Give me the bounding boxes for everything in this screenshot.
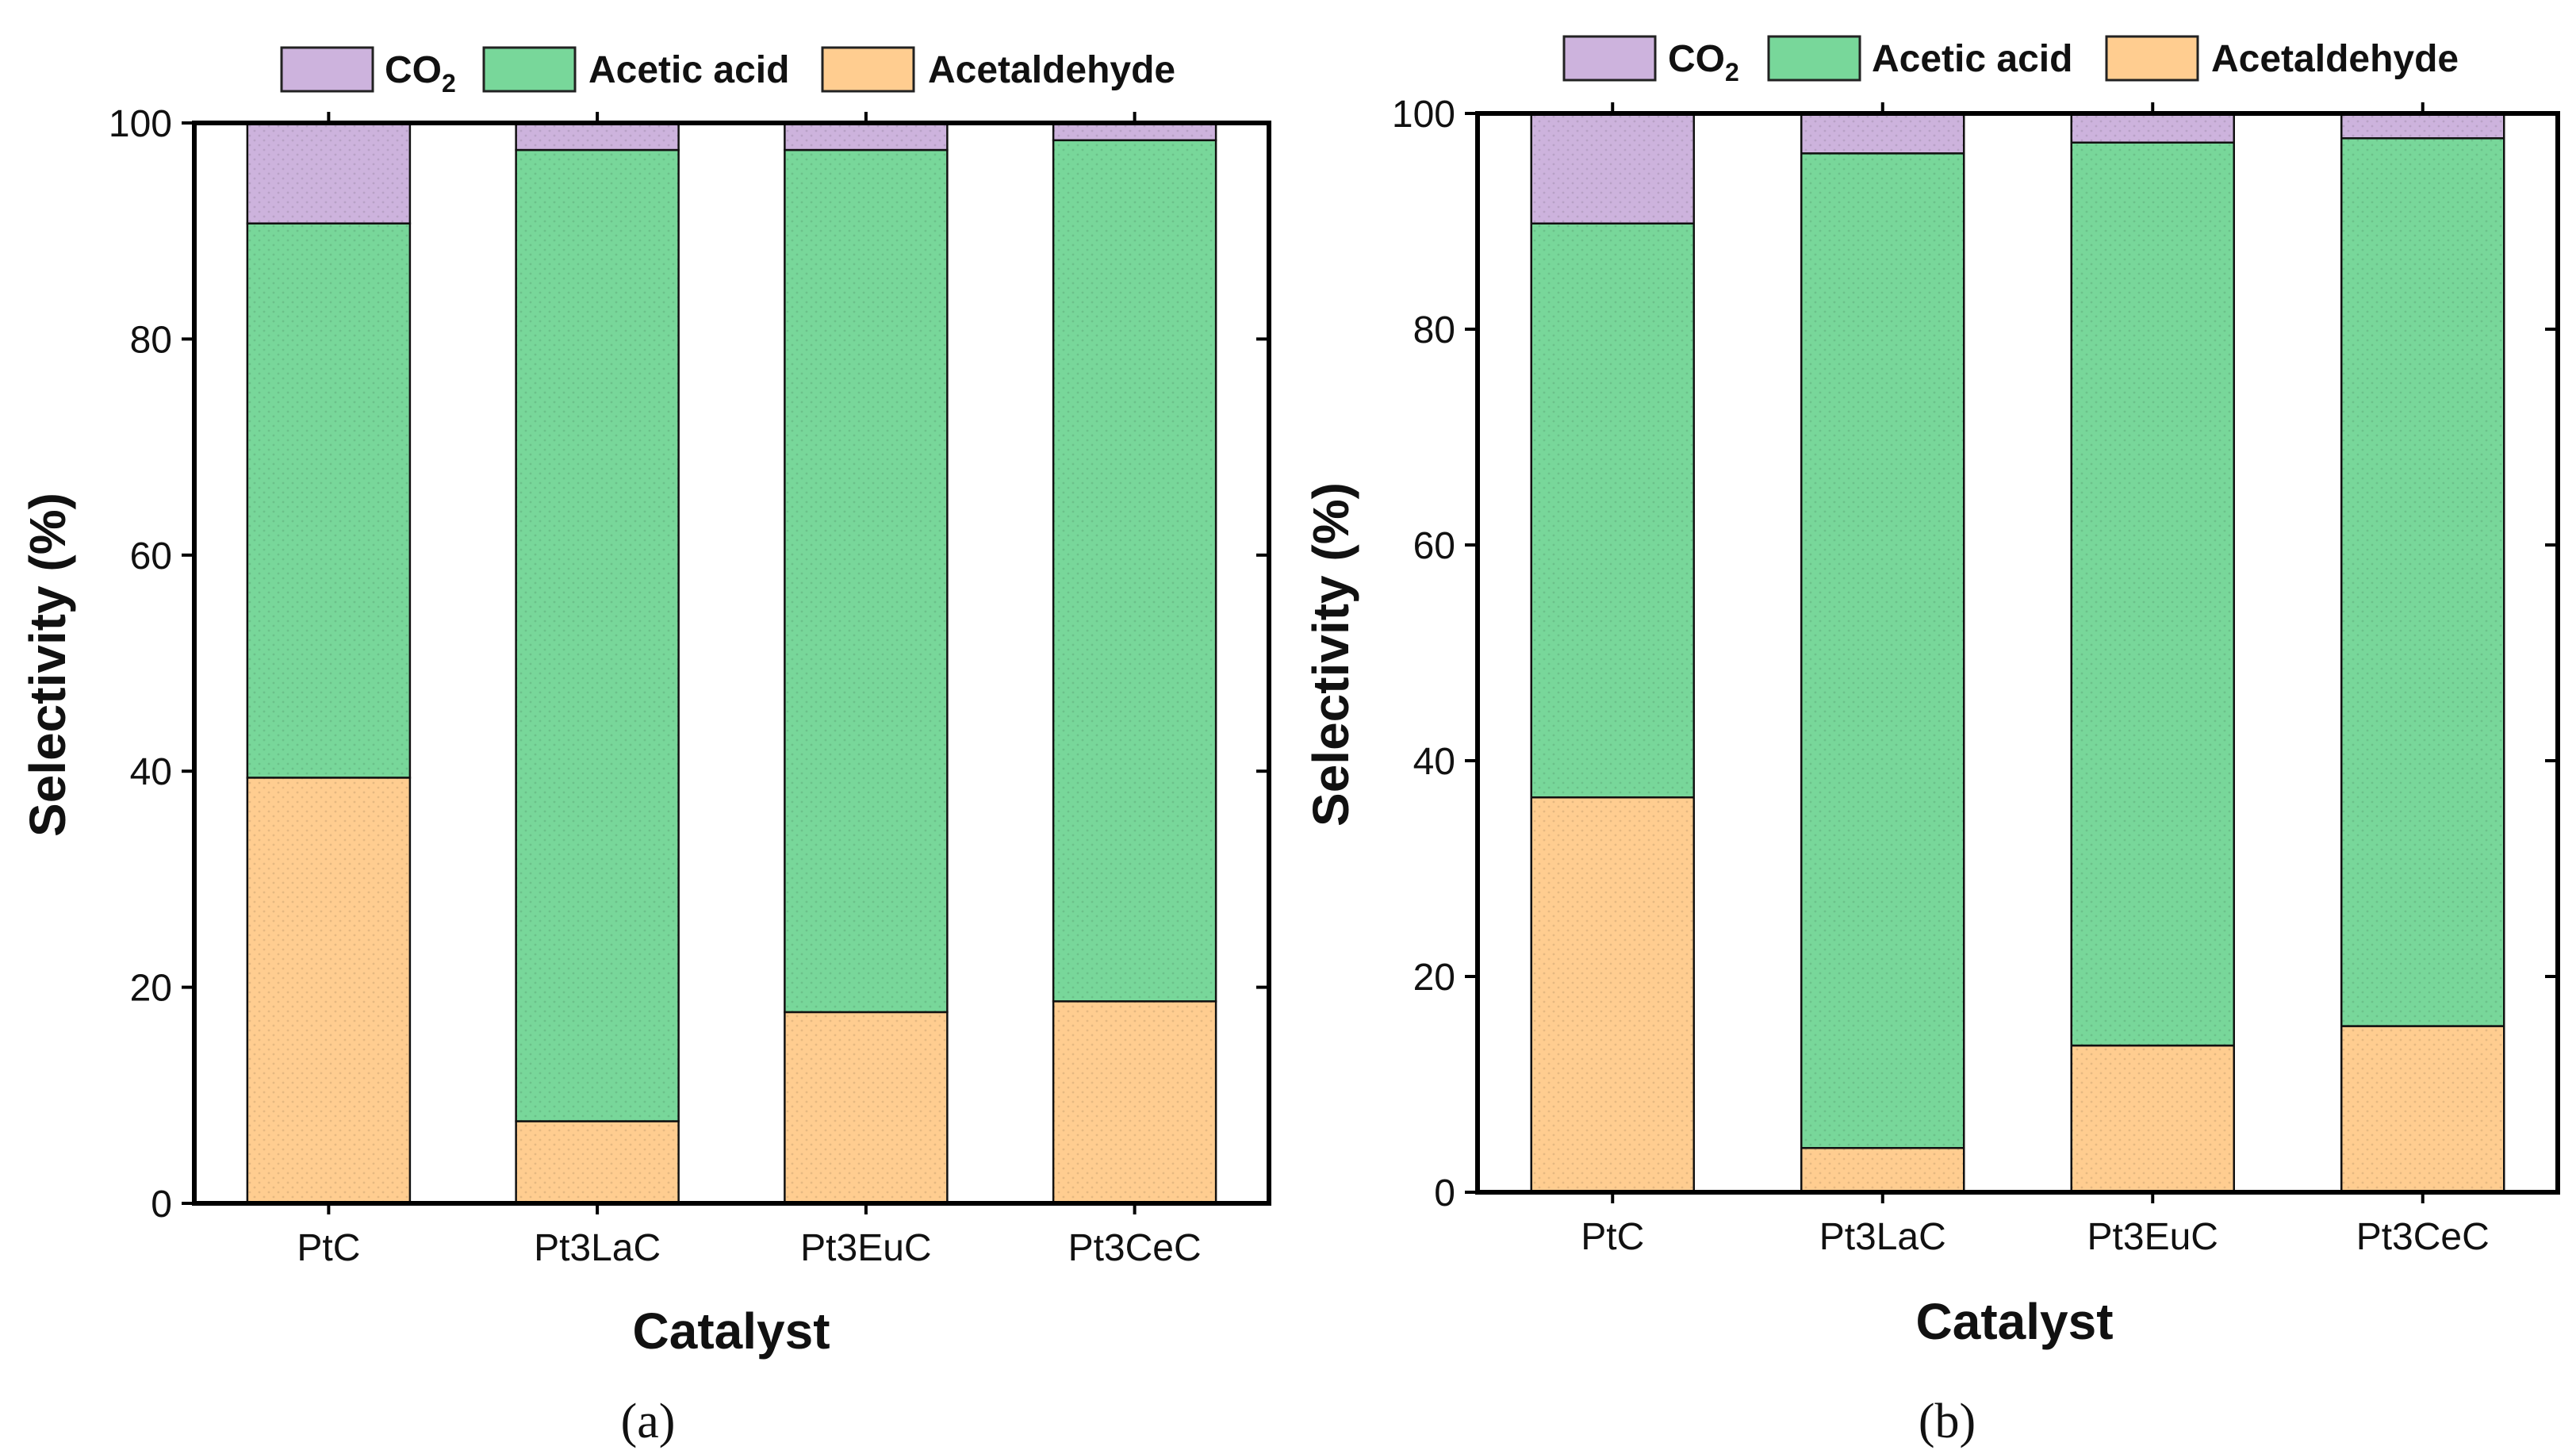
legend-swatch-acetaldehyde (821, 46, 915, 93)
y-tick-label: 20 (130, 968, 172, 1010)
legend-label-acetaldehyde: Acetaldehyde (928, 49, 1175, 91)
legend-label-co2: CO2 (1668, 38, 1739, 86)
y-tick-label: 40 (130, 751, 172, 793)
legend-label-acetic: Acetic acid (1872, 38, 2072, 80)
bar-ptc-acetaldehyde (246, 777, 412, 1205)
y-tick-label: 20 (1413, 957, 1455, 999)
y-tick-label: 40 (1413, 741, 1455, 783)
legend-label-co2-sub: 2 (442, 69, 456, 98)
bar-ptc-acetic-acid (1530, 222, 1695, 799)
panel-label-a: (a) (621, 1395, 676, 1448)
bar-pt3euc-acetic-acid (784, 148, 949, 1014)
x-tick-label: Pt3EuC (800, 1227, 931, 1269)
bar-pt3euc-acetaldehyde (784, 1011, 949, 1205)
bar-pt3cec-co2 (2340, 112, 2505, 140)
bar-pt3cec-acetaldehyde (2340, 1025, 2505, 1194)
bar-ptc-co2 (246, 121, 412, 224)
bar-pt3lac-acetic-acid (1800, 152, 1965, 1149)
bar-pt3lac-co2 (515, 121, 680, 152)
y-tick-label: 80 (1413, 309, 1455, 351)
y-axis-title-b: Selectivity (%) (1302, 482, 1359, 827)
legend-label-acetic: Acetic acid (588, 49, 789, 91)
bar-pt3lac-acetaldehyde (1800, 1146, 1965, 1194)
bar-pt3cec-acetaldehyde (1052, 1000, 1217, 1205)
y-tick-label: 100 (1392, 94, 1455, 136)
chart-panel-b: CO2 Acetic acid Acetaldehyde PtC Pt3LaC Pt… (1302, 35, 2560, 1448)
panel-label-b: (b) (1919, 1395, 1976, 1448)
legend-label-co2-main: CO (385, 49, 442, 91)
bar-pt3euc-acetaldehyde (2070, 1044, 2235, 1194)
legend-label-co2-sub: 2 (1725, 58, 1739, 86)
axes-a: PtC Pt3LaC Pt3EuC Pt3CeC 0 20 40 60 80 100 (109, 103, 1271, 1269)
x-axis-title-b: Catalyst (1916, 1293, 2114, 1350)
legend-label-co2: CO2 (385, 49, 456, 98)
bar-pt3euc-acetic-acid (2070, 141, 2235, 1047)
chart-panel-a: CO2 Acetic acid Acetaldehyde PtC Pt3LaC Pt… (19, 46, 1271, 1448)
x-tick-label: Pt3LaC (534, 1227, 661, 1269)
legend-label-co2-main: CO (1668, 38, 1725, 80)
legend-a: CO2 Acetic acid Acetaldehyde (280, 46, 1175, 98)
x-tick-label: Pt3LaC (1819, 1216, 1946, 1258)
x-tick-label: Pt3CeC (1068, 1227, 1202, 1269)
bars-b (1530, 112, 2505, 1194)
bar-pt3cec-acetic-acid (1052, 139, 1217, 1003)
bar-pt3lac-acetic-acid (515, 148, 680, 1122)
legend-swatch-co2 (1562, 35, 1657, 82)
bar-ptc-co2 (1530, 112, 1695, 224)
legend-swatch-acetaldehyde (2105, 35, 2199, 82)
bar-ptc-acetic-acid (246, 222, 412, 779)
bar-pt3cec-acetic-acid (2340, 137, 2505, 1027)
x-tick-label: Pt3CeC (2356, 1216, 2490, 1258)
bar-pt3lac-acetaldehyde (515, 1120, 680, 1205)
legend-b: CO2 Acetic acid Acetaldehyde (1562, 35, 2459, 86)
y-tick-label: 100 (109, 103, 172, 145)
y-tick-label: 80 (130, 319, 172, 361)
legend-swatch-acetic (1767, 35, 1861, 82)
bar-ptc-acetaldehyde (1530, 796, 1695, 1194)
bar-pt3euc-co2 (784, 121, 949, 152)
legend-label-acetaldehyde: Acetaldehyde (2211, 38, 2459, 80)
x-tick-label: PtC (297, 1227, 360, 1269)
bar-pt3euc-co2 (2070, 112, 2235, 144)
y-axis-title-a: Selectivity (%) (19, 493, 76, 837)
axes-b: PtC Pt3LaC Pt3EuC Pt3CeC 0 20 40 60 80 100 (1392, 94, 2560, 1258)
y-tick-label: 0 (151, 1184, 172, 1226)
x-tick-label: PtC (1581, 1216, 1644, 1258)
x-axis-title-a: Catalyst (633, 1302, 830, 1360)
plot-frame (192, 121, 1271, 1206)
y-tick-label: 60 (1413, 525, 1455, 567)
bar-pt3cec-co2 (1052, 121, 1217, 142)
bars-a (246, 121, 1217, 1205)
x-tick-label: Pt3EuC (2087, 1216, 2218, 1258)
bar-pt3lac-co2 (1800, 112, 1965, 155)
y-tick-label: 60 (130, 535, 172, 577)
legend-swatch-acetic (482, 46, 577, 93)
plot-frame (1475, 111, 2560, 1195)
y-tick-label: 0 (1434, 1172, 1455, 1214)
legend-swatch-co2 (280, 46, 374, 93)
